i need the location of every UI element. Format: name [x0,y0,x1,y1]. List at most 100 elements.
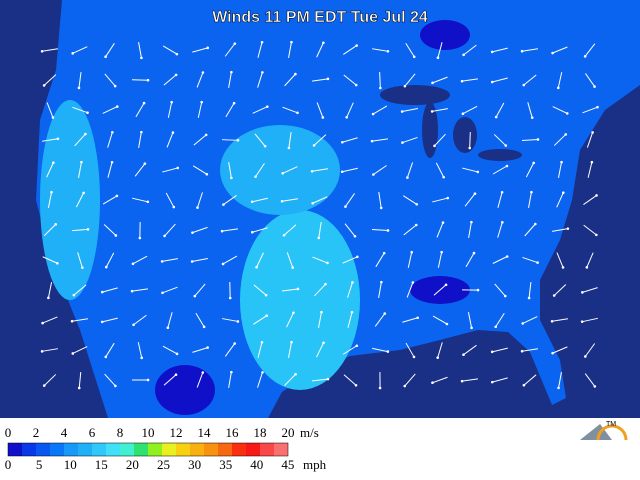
wind-arrow [402,195,418,205]
arrow-head [265,105,269,108]
wind-arrow [405,342,415,358]
wind-arrow [74,133,86,147]
wind-arrow [255,163,265,177]
wind-arrow [584,373,596,387]
color-swatch [22,443,36,456]
wind-arrow [432,376,448,384]
wind-arrow [107,132,113,148]
arrow-head [114,234,118,237]
mph-label: 0 [5,457,12,472]
wind-arrow [228,372,232,388]
wind-arrow [47,192,53,208]
arrow-head [400,110,404,113]
wind-arrow [528,192,532,208]
ms-label: 2 [33,425,40,440]
arrow-head [115,105,119,108]
arrow-head [344,205,347,208]
color-swatch [246,443,260,456]
wind-arrow [257,72,263,88]
wind-arrow [402,317,418,323]
wind-arrow [192,347,208,353]
wind-arrow [375,252,385,268]
arrow-head [501,221,504,224]
wind-arrow [372,105,388,115]
wind-arrow [468,222,472,238]
wind-arrow [492,377,508,383]
arrow-head [228,296,232,300]
wind-arrow [222,255,238,265]
wind-arrow [138,42,142,58]
arrow-head [351,281,354,284]
arrow-head [440,250,443,254]
arrow-head [470,326,473,330]
arrow-head [265,314,269,317]
ms-label: 0 [5,425,12,440]
arrow-head [583,55,587,58]
arrow-head [414,223,418,227]
arrow-head [175,352,179,356]
map-title: Winds 11 PM EDT Tue Jul 24 [212,9,428,26]
wind-arrow [42,316,58,324]
wind-arrow [107,162,113,178]
wind-arrow [556,192,564,208]
arrow-head [174,373,178,377]
arrow-head [442,175,445,179]
arrow-head [354,383,358,387]
arrow-head [310,169,314,173]
arrow-head [200,100,203,104]
arrow-head [584,355,587,358]
wind-arrow [406,162,414,178]
wind-arrow [137,342,143,358]
wind-arrow [194,283,206,297]
arrow-head [190,260,194,263]
wind-arrow [222,228,238,232]
arrow-head [560,160,563,164]
wind-arrow [497,222,503,238]
wind-arrow [163,374,177,386]
arrow-head [590,160,594,164]
arrow-head [132,323,135,327]
wind-arrow [253,315,267,325]
arrow-head [222,203,225,206]
wind-arrow [583,224,597,236]
arrow-head [441,221,445,224]
wind-arrow [552,318,568,322]
wind-arrow [47,282,53,298]
arrow-head [261,371,264,374]
arrow-head [260,40,264,44]
arrow-head [146,200,150,204]
wind-arrow [492,47,508,53]
lake [453,117,477,153]
arrow-head [490,80,494,84]
arrow-head [350,310,354,314]
wind-arrow [522,48,538,52]
mph-label: 25 [157,457,170,472]
arrow-head [254,175,257,178]
wind-arrow [42,348,58,352]
wind-arrow [72,318,88,322]
wind-arrow [495,102,505,118]
wind-arrow [314,283,326,297]
wind-arrow [284,73,296,87]
arrow-head [114,384,117,388]
arrow-head [557,386,560,390]
wind-arrow [138,132,142,148]
arrow-head [532,161,535,165]
wind-arrow [282,166,298,174]
ms-label: 4 [61,425,68,440]
arrow-head [160,260,164,263]
wind-arrow [437,342,443,358]
arrow-head [201,371,205,374]
wind-arrow [254,133,266,147]
color-swatch [232,443,246,456]
wind-arrow [494,283,506,297]
ms-label: 12 [170,425,183,440]
arrow-head [292,311,295,315]
wind-arrow [462,167,478,173]
wind-arrow [288,132,292,148]
arrow-head [42,384,46,387]
color-swatch [260,443,274,456]
arrow-head [230,370,233,374]
arrow-head [580,320,584,323]
wind-arrow [192,47,208,53]
